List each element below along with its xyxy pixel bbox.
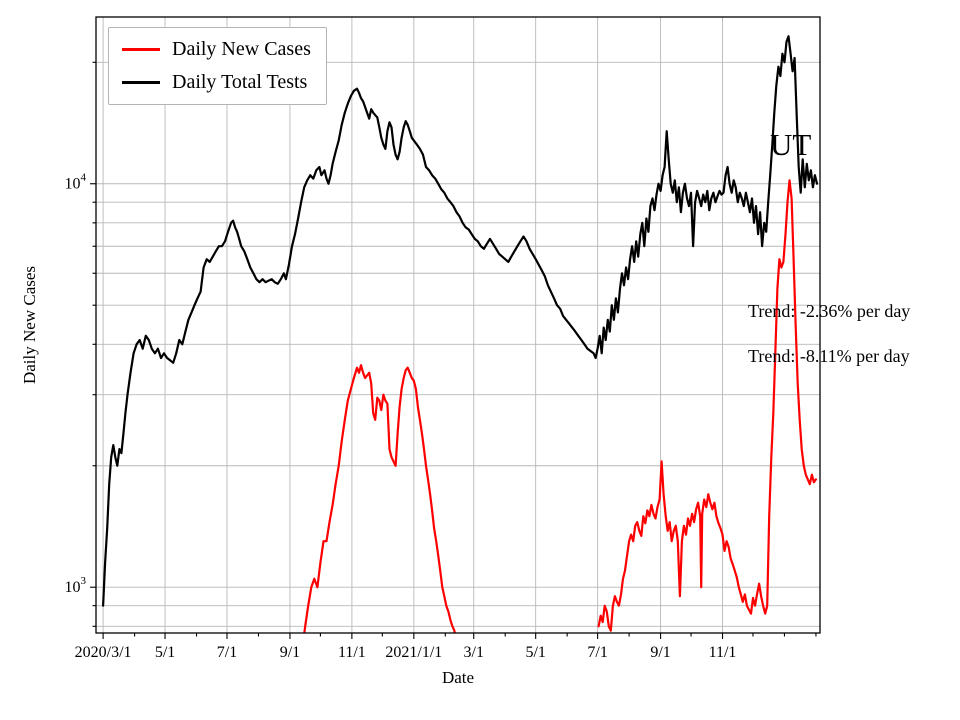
legend-item-daily-new-cases: Daily New Cases	[122, 38, 311, 60]
y-tick-label: 103	[65, 575, 87, 596]
x-tick-label: 11/1	[709, 644, 737, 661]
x-tick-label: 5/1	[525, 644, 545, 661]
series-daily-total-tests	[102, 35, 819, 607]
annotation-state-label: UT	[770, 127, 812, 162]
legend-line-sample-cases	[122, 47, 160, 51]
series-line-daily-total-tests	[102, 35, 819, 607]
plot-border	[95, 16, 821, 634]
legend-item-daily-total-tests: Daily Total Tests	[122, 71, 311, 93]
x-tick-label: 3/1	[464, 644, 484, 661]
grid-lines	[96, 17, 820, 633]
series-daily-new-cases	[303, 179, 817, 633]
x-axis-title: Date	[441, 668, 475, 687]
x-tick-label: 2021/1/1	[385, 644, 442, 661]
x-tick-label: 9/1	[280, 644, 300, 661]
annotation-trend-cases: Trend: -8.11% per day	[748, 346, 910, 366]
legend-line-sample-tests	[122, 80, 160, 84]
x-tick-label: 7/1	[587, 644, 607, 661]
y-tick-label: 104	[65, 172, 87, 193]
tick-marks	[90, 61, 817, 639]
y-axis-title: Daily New Cases	[20, 265, 39, 385]
legend: Daily New Cases Daily Total Tests	[108, 27, 327, 105]
x-tick-label: 11/1	[338, 644, 366, 661]
series-line-daily-new-cases	[597, 179, 817, 632]
x-tick-label: 5/1	[155, 644, 175, 661]
x-tick-label: 7/1	[217, 644, 237, 661]
series-line-daily-new-cases	[303, 364, 456, 633]
legend-label-tests: Daily Total Tests	[172, 71, 308, 93]
legend-label-cases: Daily New Cases	[172, 38, 311, 60]
x-tick-label: 9/1	[650, 644, 670, 661]
x-tick-label: 2020/3/1	[75, 644, 132, 661]
annotation-trend-tests: Trend: -2.36% per day	[748, 301, 911, 321]
